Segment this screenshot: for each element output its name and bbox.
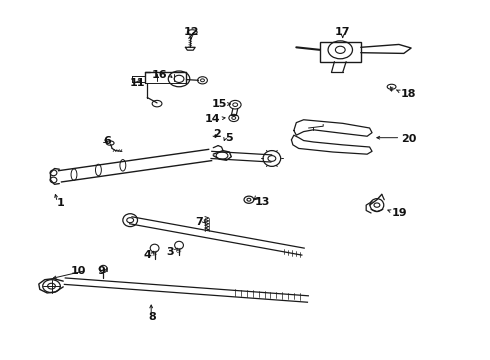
Text: 11: 11 [130,78,146,88]
Text: 19: 19 [392,208,407,218]
Text: 10: 10 [71,266,86,276]
Text: 6: 6 [103,136,111,145]
Text: 13: 13 [255,197,270,207]
Text: 14: 14 [205,114,220,124]
Text: 12: 12 [183,27,199,37]
Text: 15: 15 [212,99,227,109]
Text: 9: 9 [98,266,106,276]
Bar [320,42,361,62]
Text: 4: 4 [143,250,151,260]
Text: 2: 2 [213,129,221,139]
Text: 3: 3 [167,247,174,257]
Text: 7: 7 [196,217,203,227]
Text: 20: 20 [401,134,416,144]
Text: 17: 17 [335,27,350,37]
Text: 5: 5 [225,133,233,143]
Text: 18: 18 [400,89,416,99]
Text: 1: 1 [57,198,65,208]
Text: 16: 16 [152,70,168,80]
Text: 8: 8 [148,312,156,322]
